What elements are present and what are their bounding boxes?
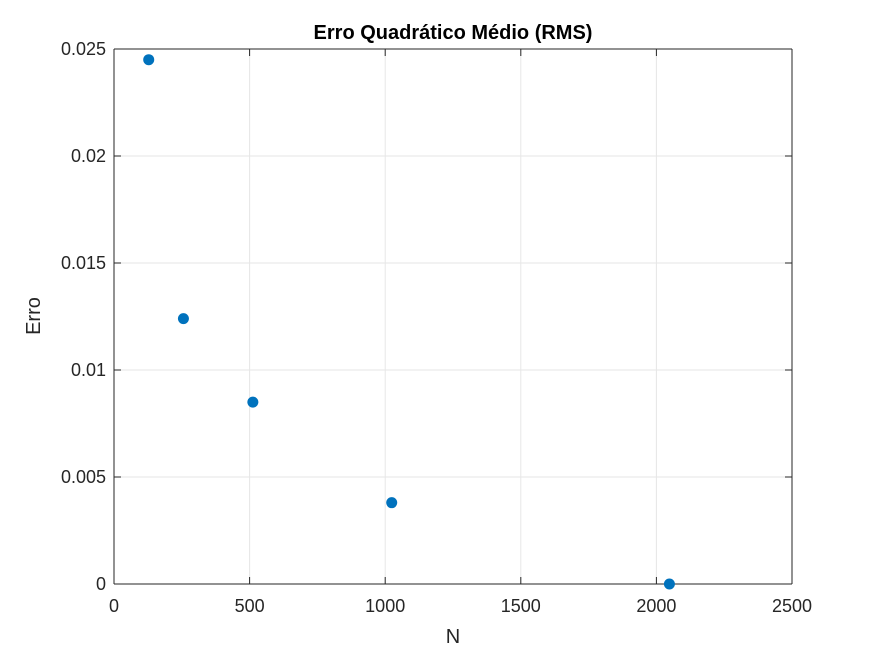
x-tick-label: 2000 <box>636 596 676 616</box>
data-point <box>663 578 675 590</box>
data-point <box>177 313 189 325</box>
x-axis-label: N <box>446 626 460 648</box>
y-tick-label: 0.005 <box>61 467 106 487</box>
x-tick-label: 1000 <box>365 596 405 616</box>
y-axis-label: Erro <box>23 297 45 335</box>
y-tick-label: 0.015 <box>61 253 106 273</box>
x-tick-label: 2500 <box>772 596 812 616</box>
y-tick-label: 0.01 <box>71 360 106 380</box>
data-point <box>143 54 155 66</box>
data-point <box>386 497 398 509</box>
y-tick-label: 0 <box>96 574 106 594</box>
x-tick-label: 1500 <box>501 596 541 616</box>
y-tick-label: 0.02 <box>71 146 106 166</box>
data-point <box>247 396 259 408</box>
x-tick-label: 500 <box>235 596 265 616</box>
data-points <box>143 54 675 590</box>
x-tick-label: 0 <box>109 596 119 616</box>
axes <box>113 48 793 585</box>
y-axis-ticks: 0 0.005 0.01 0.015 0.02 0.025 <box>61 39 792 594</box>
y-tick-label: 0.025 <box>61 39 106 59</box>
x-axis-ticks: 0 500 1000 1500 2000 2500 <box>109 49 812 616</box>
chart-title: Erro Quadrático Médio (RMS) <box>314 22 593 44</box>
